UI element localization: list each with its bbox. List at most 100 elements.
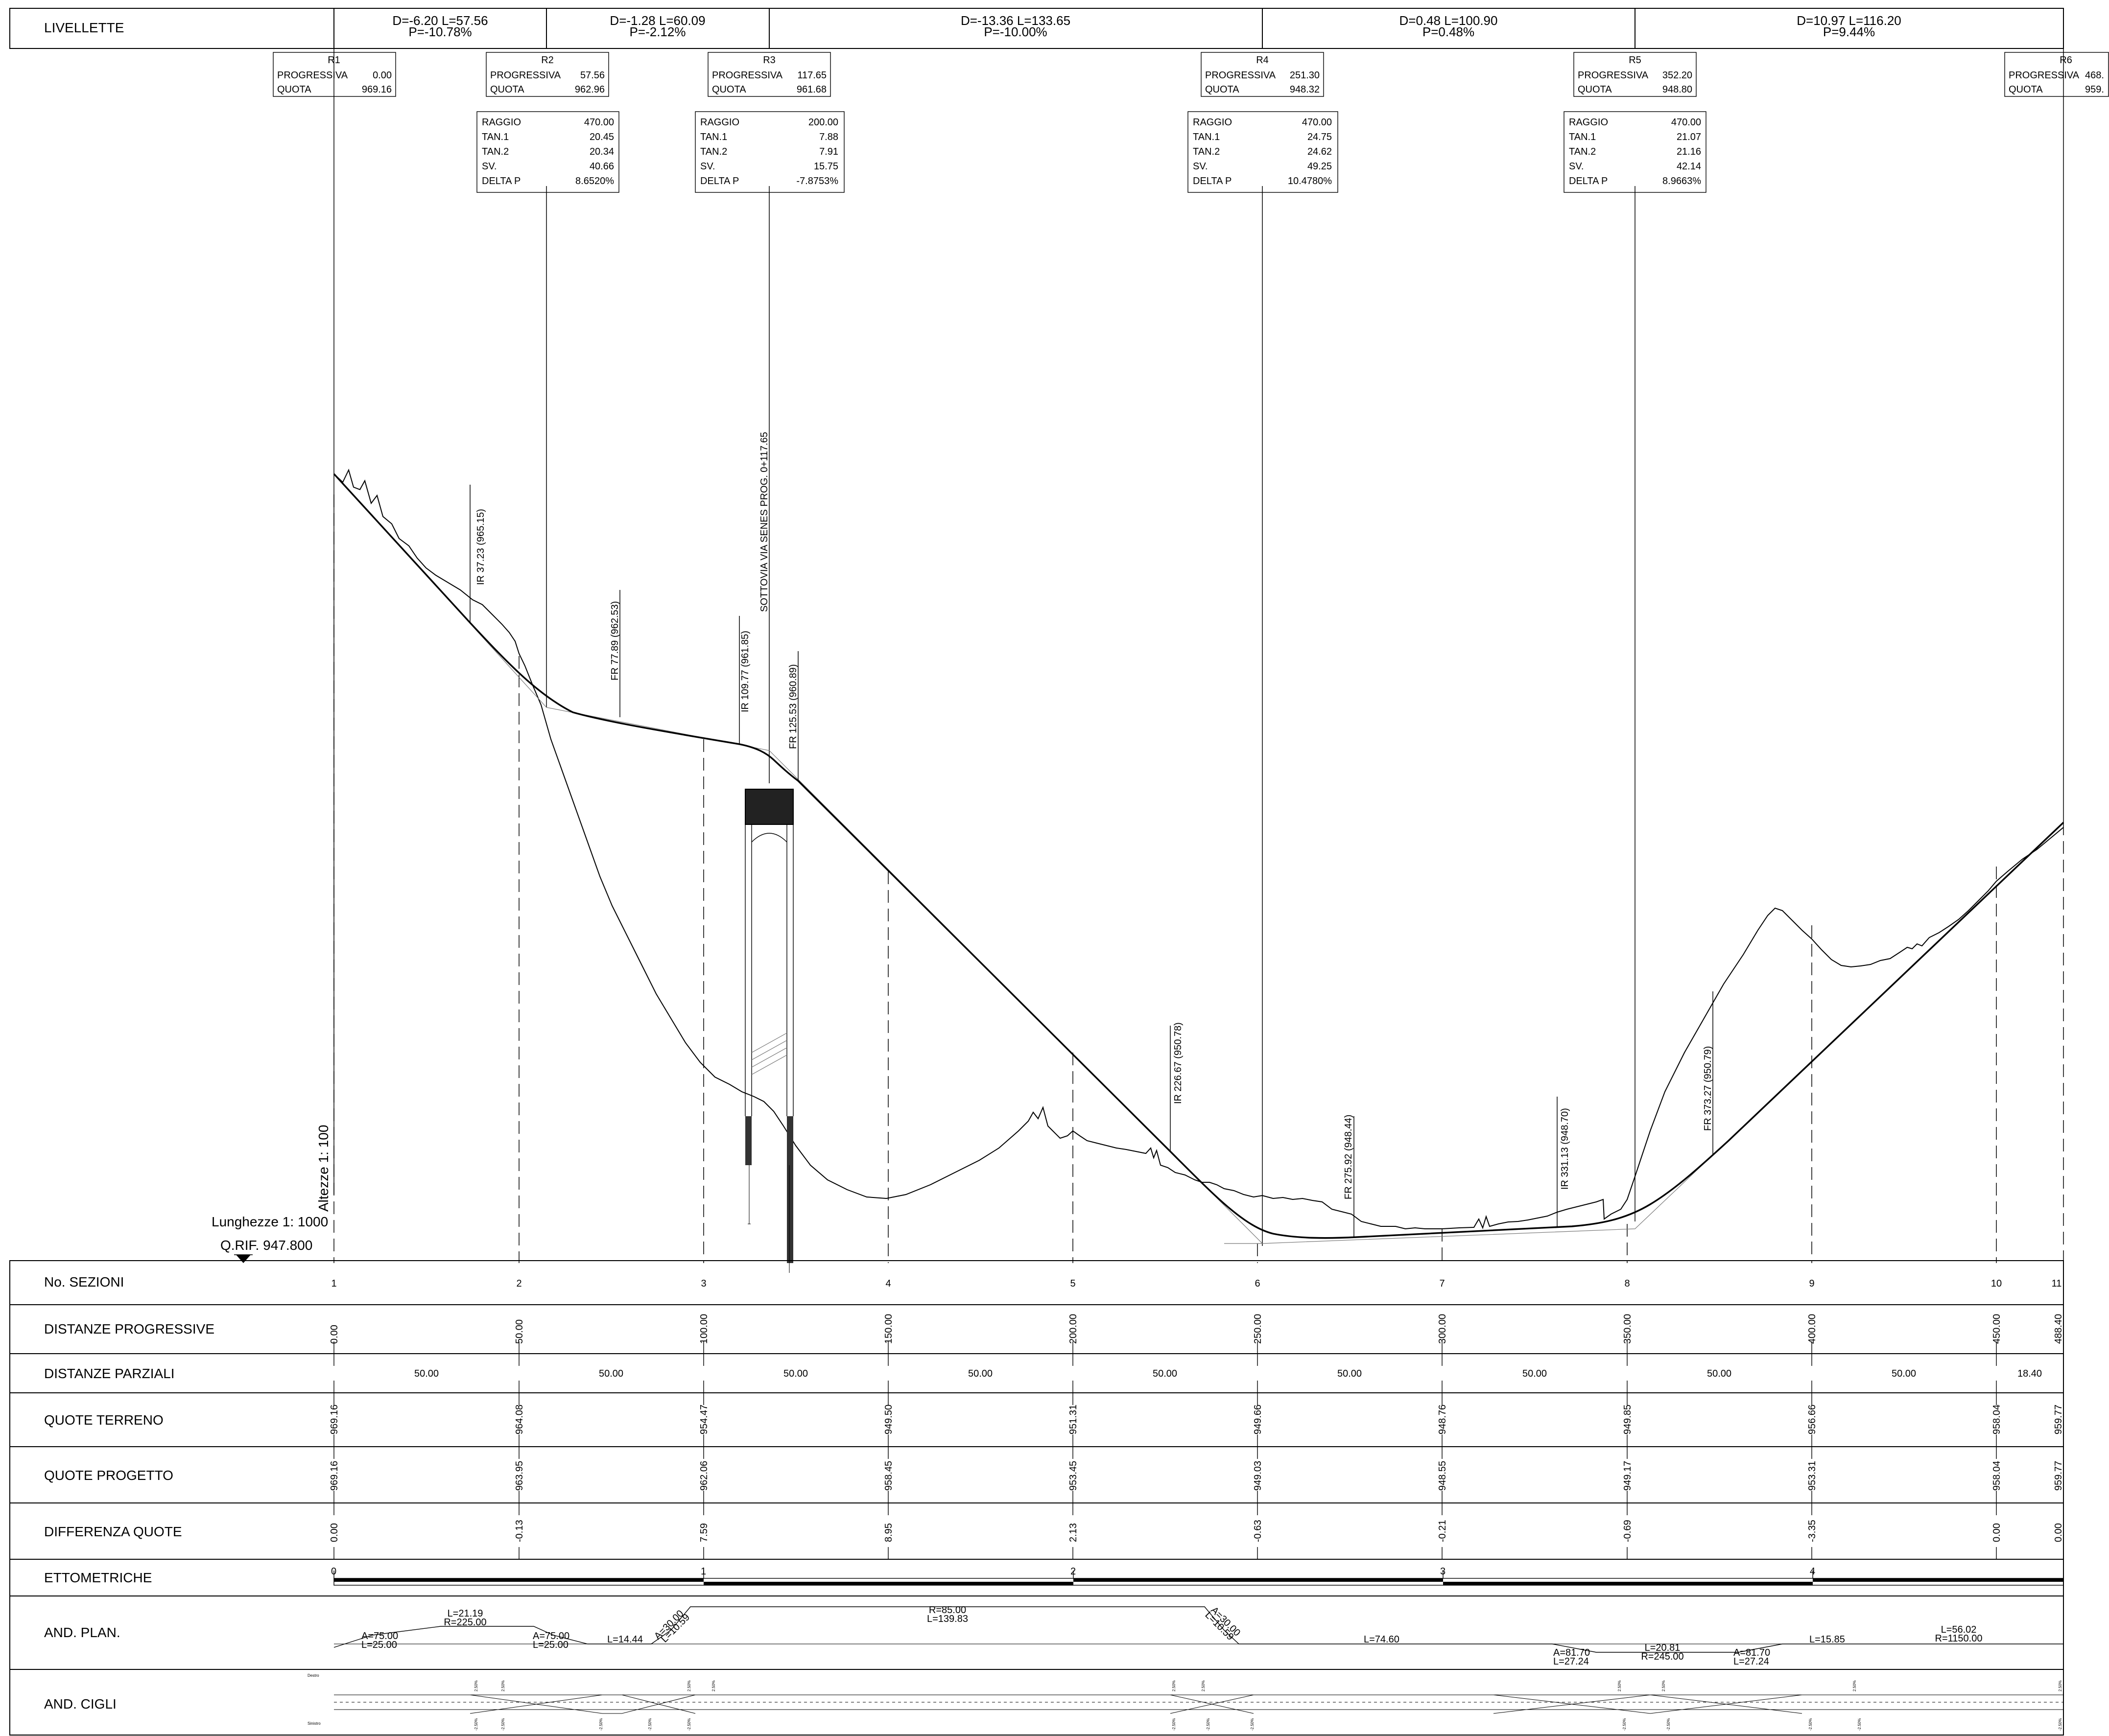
progressive-value: 250.00 [1253,1314,1263,1344]
marker-fr-275-92: FR 275.92 (948.44) [1343,1115,1354,1199]
progetto-value: 969.16 [329,1461,340,1491]
vertex-r6-quota-label: QUOTA [2009,84,2043,95]
progetto-value: 958.45 [883,1461,894,1491]
marker-ir-109-77: IR 109.77 (961.85) [740,631,751,712]
vertex-r2-name: R2 [541,55,554,66]
section-number: 1 [331,1278,336,1289]
hectometer-mark: 0 [331,1566,336,1577]
curve-r2-value-1: 470.00 [584,117,614,128]
plan-label-a: L=74.60 [1364,1634,1399,1645]
curve-r2-value-2: 20.45 [590,132,614,142]
vertex-r6-progressiva: 468. [2085,70,2104,81]
curve-r4-label-5: DELTA P [1193,176,1232,187]
vertex-r1-name: R1 [328,55,340,66]
cigli-grade-left: -2.50% [687,1718,691,1731]
curve-r4-value-5: 10.4780% [1288,176,1332,187]
ettometriche-bar: 0 1 2 3 4 [331,1566,2064,1586]
cigli-grade-right: 2.50% [1661,1680,1666,1691]
cigli-grade-left: -2.50% [1808,1718,1813,1731]
differenza-value: 0.00 [2053,1523,2064,1542]
vertex-r2-progressiva-label: PROGRESSIVA [490,70,561,81]
vertex-r2-quota: 962.96 [575,84,605,95]
plan-label-b: L=27.24 [1733,1656,1769,1667]
curve-r3-label-1: RAGGIO [700,117,739,128]
vertex-vertical-lines [333,48,2064,1246]
livelletta-1-grade: P=-10.78% [408,24,472,39]
plan-label-a: A=75.00 [361,1631,398,1642]
curve-r2-box: RAGGIO 470.00 TAN.1 20.45 TAN.2 20.34 SV… [476,111,619,193]
vertex-r6-progressiva-label: PROGRESSIVA [2009,70,2080,81]
vertex-r4-progressiva-label: PROGRESSIVA [1205,70,1276,81]
terreno-value: 951.31 [1068,1405,1079,1434]
vertex-r4-box: R4 PROGRESSIVA 251.30 QUOTA 948.32 [1201,52,1324,97]
progressive-value: 150.00 [883,1314,894,1344]
partial-value: 50.00 [783,1368,808,1379]
lengths-scale-label: Lunghezze 1: 1000 [212,1214,328,1229]
section-dashed-lines [333,494,2064,1263]
differenza-value: 2.13 [1068,1523,1079,1542]
livelletta-2-distance: D=-1.28 L=60.09 [610,13,705,28]
curve-r2-label-3: TAN.2 [482,146,509,157]
section-number: 9 [1809,1278,1814,1289]
vertex-r3-progressiva: 117.65 [797,70,827,81]
differenza-value: 0.00 [329,1523,340,1542]
section-number: 8 [1624,1278,1630,1289]
reference-triangle-icon [236,1255,251,1263]
curve-r2-value-4: 40.66 [590,161,614,172]
livellette-band: LIVELLETTE D=-6.20 L=57.56 P=-10.78% D=-… [9,8,2064,49]
partial-value: 50.00 [1707,1368,1731,1379]
plan-label-a: L=21.19 [448,1608,483,1619]
plan-label-b: L=139.83 [927,1614,968,1624]
section-number: 6 [1255,1278,1260,1289]
partial-value: 18.40 [2017,1368,2042,1379]
curve-r3-value-1: 200.00 [808,117,838,128]
terreno-value: 954.47 [699,1405,710,1434]
section-number: 11 [2052,1278,2062,1289]
progetto-value: 948.55 [1437,1461,1448,1491]
cigli-grade-right: 2.50% [1172,1680,1176,1691]
progetto-value: 958.04 [1991,1461,2002,1491]
curve-r5-box: RAGGIO 470.00 TAN.1 21.07 TAN.2 21.16 SV… [1564,111,1706,193]
row-label-progressive: DISTANZE PROGRESSIVE [44,1321,214,1337]
terreno-value: 949.66 [1253,1405,1263,1434]
terreno-value: 956.66 [1807,1405,1818,1434]
cigli-grade-right: 2.50% [1617,1680,1622,1691]
marker-ir-226-67: IR 226.67 (950.78) [1173,1022,1184,1104]
cigli-right-label: Destro [308,1673,319,1678]
partial-value: 50.00 [968,1368,993,1379]
livelletta-2-grade: P=-2.12% [630,24,686,39]
ground-heights: 969.16 964.08 954.47 949.50 951.31 949.6… [329,1405,2064,1434]
progressive-value: 450.00 [1991,1314,2002,1344]
livelletta-5-grade: P=9.44% [1823,24,1875,39]
vertex-r5-quota: 948.80 [1662,84,1692,95]
cigli-grade-right: 2.50% [474,1680,478,1691]
vertex-r3-progressiva-label: PROGRESSIVA [712,70,783,81]
curve-r3-label-4: SV. [700,161,715,172]
plan-label-a: R=85.00 [929,1605,966,1616]
height-differences: 0.00 -0.13 7.59 8.95 2.13 -0.63 -0.21 -0… [329,1520,2064,1542]
curve-r4-label-1: RAGGIO [1193,117,1232,128]
vertex-r3-quota-label: QUOTA [712,84,746,95]
project-heights: 969.16 963.95 962.06 958.45 953.45 949.0… [329,1461,2064,1491]
vertex-r2-quota-label: QUOTA [490,84,524,95]
curve-r2-label-5: DELTA P [482,176,521,187]
vertex-r5-name: R5 [1629,55,1641,66]
differenza-value: 7.59 [699,1523,710,1542]
cigli-left-label: Sinistro [308,1721,321,1726]
cigli-grade-left: -2.50% [1857,1718,1862,1731]
partial-value: 50.00 [1522,1368,1547,1379]
hectometer-mark: 4 [1810,1566,1815,1577]
marker-fr-77-89: FR 77.89 (962.53) [610,601,620,680]
curve-r3-label-2: TAN.1 [700,132,727,142]
livelletta-3-grade: P=-10.00% [984,24,1047,39]
terreno-value: 959.77 [2053,1405,2064,1434]
curve-r5-label-1: RAGGIO [1569,117,1608,128]
progressive-value: 200.00 [1068,1314,1079,1344]
progetto-value: 962.06 [699,1461,710,1491]
terreno-value: 969.16 [329,1405,340,1434]
livellette-label: LIVELLETTE [44,20,124,35]
row-label-sezioni: No. SEZIONI [44,1274,124,1290]
vertex-r2-box: R2 PROGRESSIVA 57.56 QUOTA 962.96 [486,52,609,97]
vertex-r4-quota-label: QUOTA [1205,84,1239,95]
